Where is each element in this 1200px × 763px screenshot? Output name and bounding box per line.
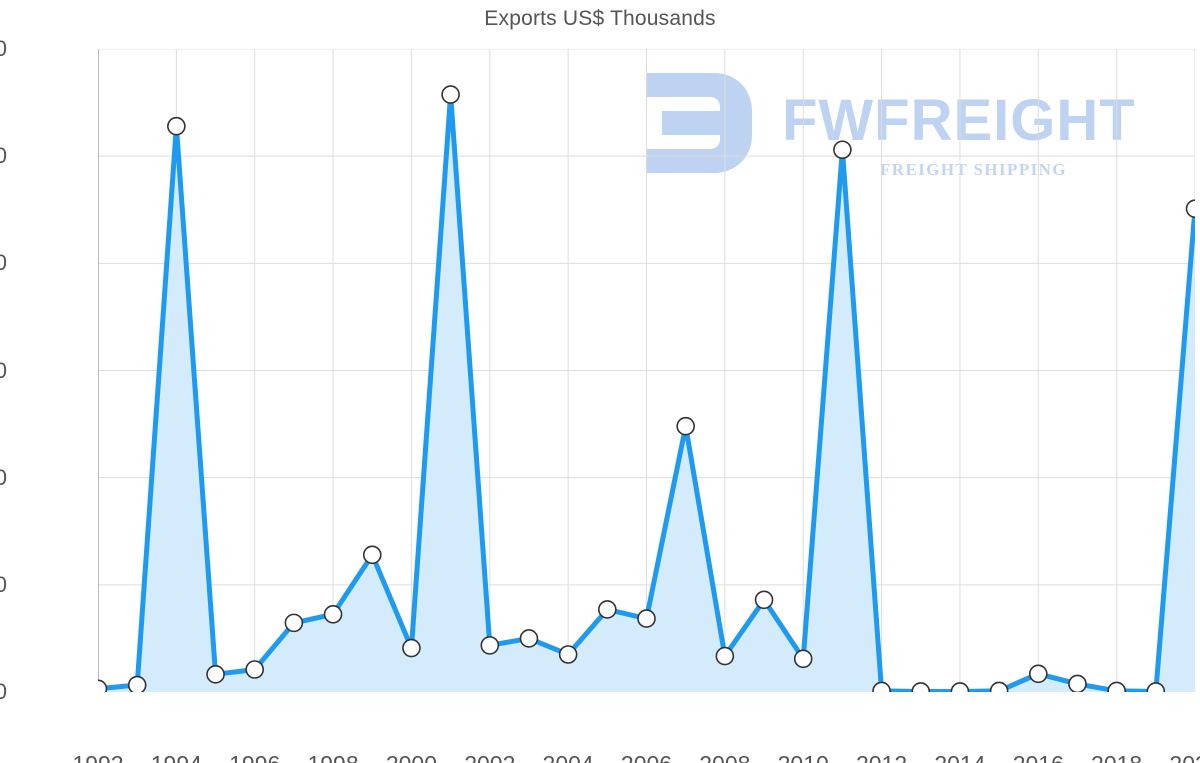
x-axis-tick-label: 2012	[856, 751, 907, 763]
chart-canvas[interactable]	[98, 49, 1195, 692]
data-point-marker[interactable]	[1146, 682, 1166, 692]
data-point-marker[interactable]	[833, 140, 852, 160]
data-point-marker[interactable]	[1185, 199, 1196, 218]
x-axis-tick-label: 2020	[1169, 751, 1200, 763]
data-point-marker[interactable]	[362, 545, 382, 565]
x-axis-tick-label: 1994	[151, 751, 202, 763]
data-point-marker[interactable]	[715, 646, 735, 666]
data-point-marker[interactable]	[1028, 664, 1048, 684]
data-point-marker[interactable]	[637, 609, 656, 628]
data-point-marker[interactable]	[402, 638, 421, 658]
data-point-marker[interactable]	[480, 636, 500, 655]
y-axis-tick-label: 6 000	[0, 357, 7, 383]
data-point-marker[interactable]	[598, 600, 617, 619]
y-axis-tick-label: 10 000	[0, 143, 7, 169]
data-point-marker[interactable]	[284, 613, 304, 633]
x-axis-tick-label: 2014	[934, 751, 985, 763]
data-point-marker[interactable]	[206, 665, 225, 684]
x-axis-tick-label: 2006	[621, 751, 672, 763]
data-point-marker[interactable]	[167, 116, 186, 136]
x-axis-tick-label: 2002	[464, 751, 515, 763]
data-point-marker[interactable]	[98, 679, 108, 692]
x-axis-tick-label: 2000	[386, 751, 437, 763]
series-markers[interactable]	[98, 85, 1196, 692]
data-point-marker[interactable]	[1107, 681, 1126, 692]
series-area-fill	[98, 94, 1195, 692]
x-axis-tick-label: 2008	[699, 751, 750, 763]
y-axis-tick-label: 8 000	[0, 250, 7, 276]
data-point-marker[interactable]	[950, 682, 970, 692]
chart-title: Exports US$ Thousands	[484, 7, 716, 30]
data-point-marker[interactable]	[754, 590, 774, 610]
data-point-marker[interactable]	[245, 660, 265, 679]
x-axis-tick-label: 1992	[72, 751, 123, 763]
x-axis-tick-label: 1996	[229, 751, 280, 763]
plot-area: 0 2 000 4 000 6 000 8 000 10 000 12 000 1992 19…	[0, 36, 1200, 763]
data-point-marker[interactable]	[558, 645, 578, 664]
data-point-marker[interactable]	[911, 682, 931, 692]
data-point-marker[interactable]	[127, 675, 147, 692]
y-axis-tick-label: 4 000	[0, 464, 7, 490]
x-axis-tick-label: 2010	[778, 751, 829, 763]
data-point-marker[interactable]	[441, 85, 460, 104]
x-axis-tick-label: 1998	[307, 751, 358, 763]
data-point-marker[interactable]	[676, 416, 695, 436]
data-point-marker[interactable]	[793, 649, 813, 669]
y-axis-tick-label: 0	[0, 679, 7, 704]
data-point-marker[interactable]	[519, 629, 539, 648]
data-point-marker[interactable]	[1068, 674, 1087, 692]
data-point-marker[interactable]	[989, 681, 1009, 692]
data-point-marker[interactable]	[323, 604, 343, 624]
y-axis-tick-label: 12 000	[0, 36, 7, 61]
y-axis-tick-label: 2 000	[0, 571, 7, 597]
x-axis-tick-label: 2018	[1091, 751, 1142, 763]
grid-lines	[98, 49, 1195, 692]
x-axis-tick-label: 2016	[1013, 751, 1064, 763]
x-axis-tick-label: 2004	[543, 751, 594, 763]
data-point-marker[interactable]	[872, 681, 891, 692]
